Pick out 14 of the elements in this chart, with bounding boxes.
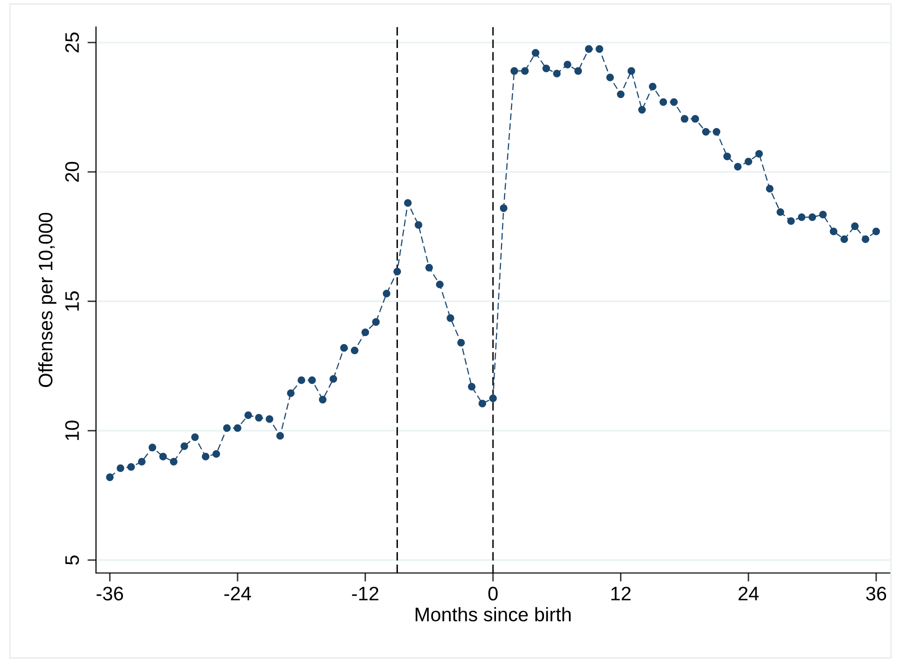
y-tick-label: 10 [65,420,79,440]
x-tick-label: 0 [488,586,498,600]
x-tick-label: 36 [866,586,886,600]
x-tick-label: -12 [352,586,378,600]
y-tick-label: 25 [65,32,79,52]
y-tick-label: 15 [65,291,79,311]
y-tick-label: 20 [65,162,79,182]
x-tick-label: -24 [224,586,252,600]
y-axis-title: Offenses per 10,000 [38,212,56,387]
x-tick-label: -36 [96,586,124,600]
x-tick-label: 12 [611,586,631,600]
y-tick-label: 5 [65,555,79,565]
x-tick-label: 24 [738,586,759,600]
x-axis-title: Months since birth [416,607,571,622]
